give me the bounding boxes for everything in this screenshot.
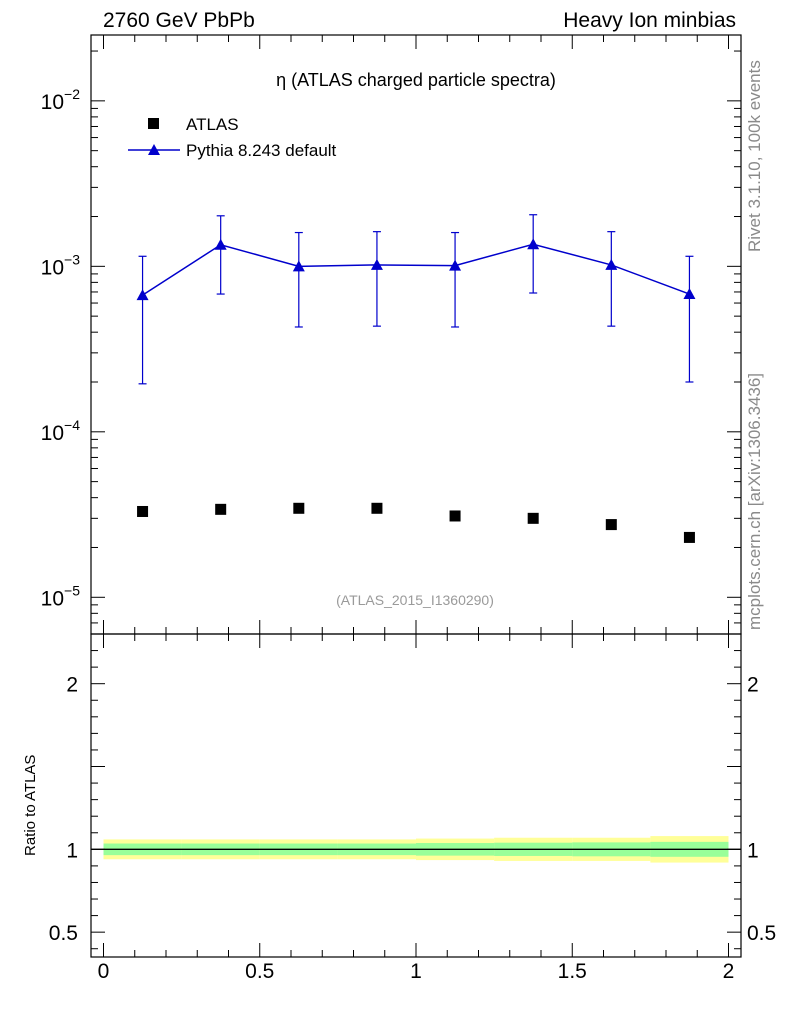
rivet-version-label: Rivet 3.1.10, 100k events	[745, 60, 764, 252]
pythia-point	[214, 238, 227, 250]
y-tick-label: 10−2	[41, 86, 81, 114]
atlas-point	[605, 519, 617, 531]
x-tick-label: 0	[98, 960, 110, 983]
pythia-point	[605, 258, 618, 270]
ratio-plot-frame	[90, 633, 742, 958]
legend-atlas-marker	[148, 118, 159, 129]
ratio-y-tick-label-left: 2	[66, 674, 78, 697]
x-tick-label: 2	[723, 960, 735, 983]
atlas-point	[215, 503, 227, 515]
pythia-point	[292, 260, 305, 272]
pythia-point	[449, 259, 462, 271]
pythia-point	[527, 238, 540, 250]
x-tick-label: 1.5	[558, 960, 587, 983]
x-tick-label: 1	[410, 960, 422, 983]
pythia-point	[683, 288, 696, 300]
y-tick-label: 10−4	[41, 417, 81, 445]
ratio-y-tick-label-right: 2	[747, 674, 759, 697]
atlas-point	[293, 502, 305, 514]
atlas-point	[449, 510, 461, 522]
legend-atlas-label: ATLAS	[186, 115, 239, 134]
y-tick-label: 10−5	[41, 582, 81, 610]
x-tick-label: 0.5	[245, 960, 274, 983]
analysis-watermark: (ATLAS_2015_I1360290)	[336, 592, 494, 608]
legend-pythia-marker	[148, 144, 160, 155]
y-tick-label: 10−3	[41, 251, 81, 279]
atlas-point	[371, 502, 383, 514]
atlas-point	[683, 531, 695, 543]
ratio-panel: 0.5 0.5 1 1 2 2 0 0.5 1 1.5 2	[49, 633, 776, 983]
pythia-point	[370, 258, 383, 270]
atlas-point	[527, 512, 539, 524]
pythia-point	[136, 289, 149, 301]
header-left-label: 2760 GeV PbPb	[103, 9, 255, 32]
main-panel: 10−2 10−3 10−4 10−5 η (ATLAS charged particl…	[41, 34, 742, 635]
legend-pythia-label: Pythia 8.243 default	[186, 141, 337, 160]
ratio-y-tick-label-right: 1	[747, 839, 759, 862]
atlas-point	[137, 505, 149, 517]
pythia-series-line	[142, 243, 690, 296]
ratio-y-tick-label-left: 1	[66, 839, 78, 862]
chart-title: η (ATLAS charged particle spectra)	[276, 70, 556, 90]
header-right-label: Heavy Ion minbias	[563, 9, 736, 32]
ratio-y-tick-label-right: 0.5	[747, 922, 776, 945]
ratio-y-tick-label-left: 0.5	[49, 922, 78, 945]
mcplots-reference-label: mcplots.cern.ch [arXiv:1306.3436]	[745, 372, 764, 630]
ratio-axis-label: Ratio to ATLAS	[22, 754, 39, 856]
